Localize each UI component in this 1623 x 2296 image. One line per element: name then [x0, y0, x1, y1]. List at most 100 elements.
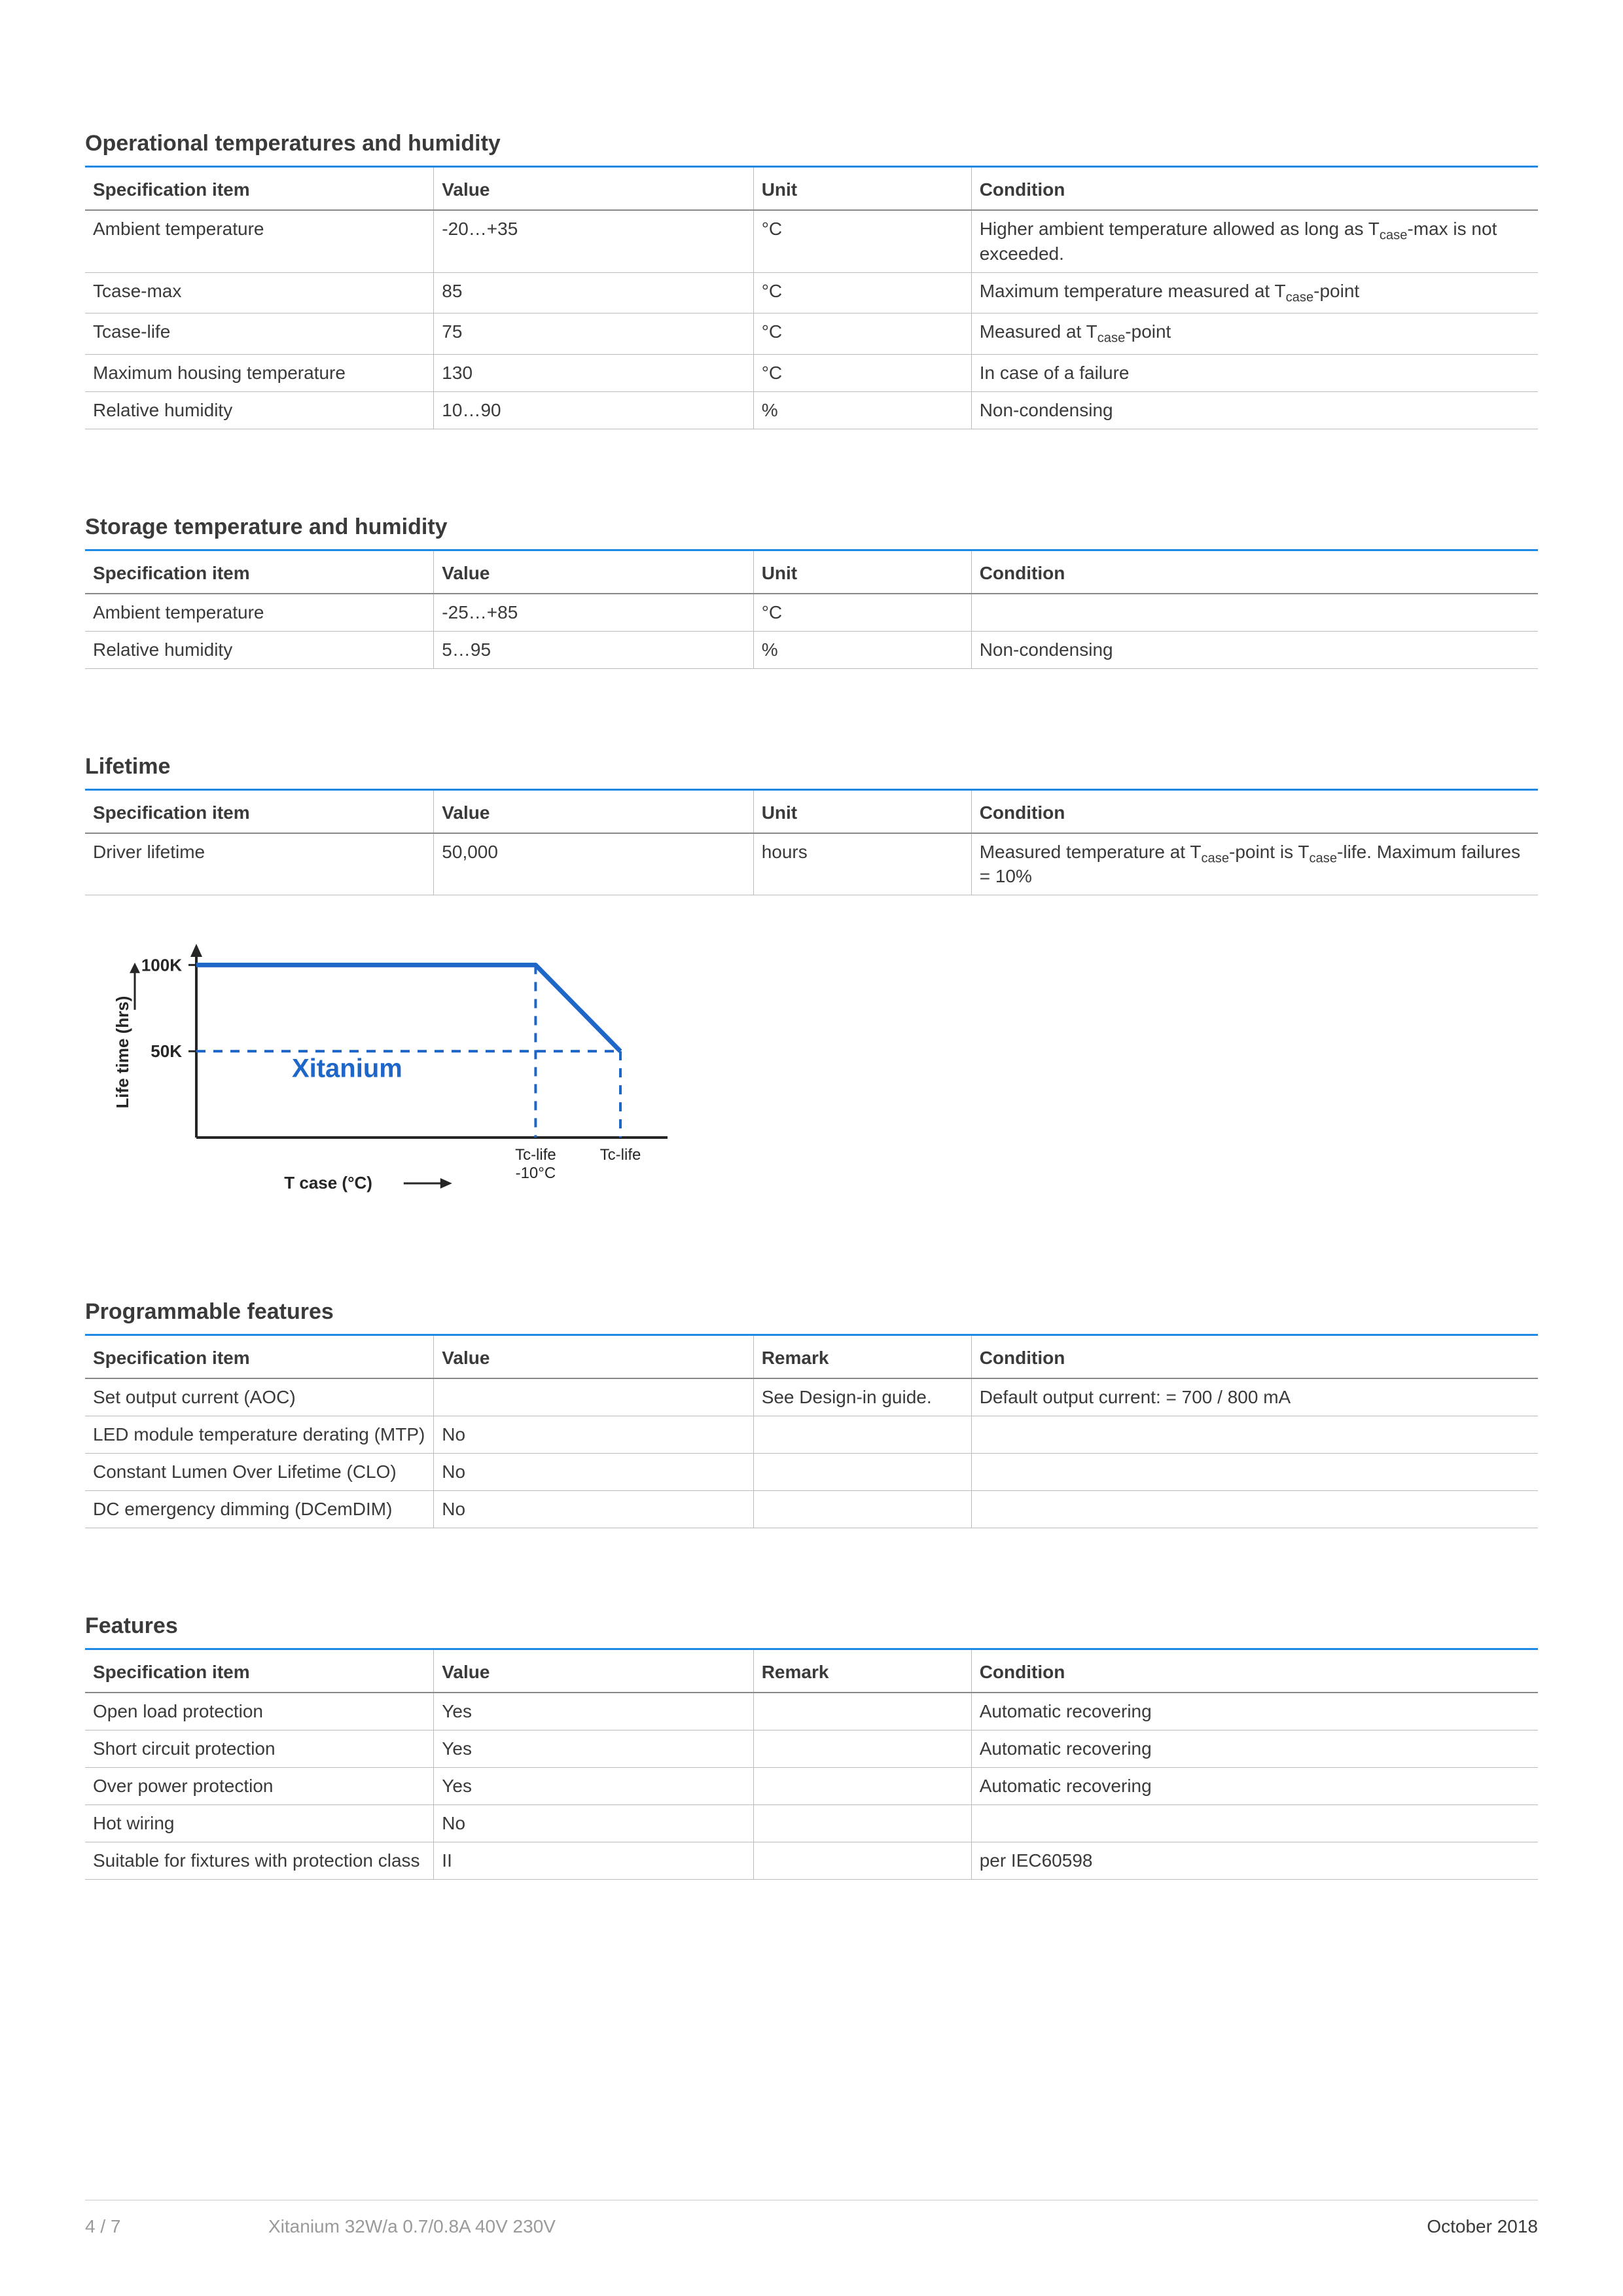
table-cell	[753, 1693, 971, 1731]
table-cell: No	[434, 1491, 753, 1528]
page-footer: 4 / 7 Xitanium 32W/a 0.7/0.8A 40V 230V O…	[85, 2200, 1538, 2237]
table-row: LED module temperature derating (MTP)No	[85, 1416, 1538, 1454]
table-row: DC emergency dimming (DCemDIM)No	[85, 1491, 1538, 1528]
table-cell: -25…+85	[434, 594, 753, 632]
table-cell: LED module temperature derating (MTP)	[85, 1416, 434, 1454]
table-cell	[971, 1805, 1538, 1842]
table-row: Relative humidity5…95%Non-condensing	[85, 631, 1538, 668]
table-programmable: Specification itemValueRemarkConditionSe…	[85, 1336, 1538, 1528]
table-cell: Short circuit protection	[85, 1731, 434, 1768]
table-cell: Set output current (AOC)	[85, 1378, 434, 1416]
table-cell	[434, 1378, 753, 1416]
table-cell: Automatic recovering	[971, 1731, 1538, 1768]
table-storage: Specification itemValueUnitCondition Ambi…	[85, 551, 1538, 669]
table-header: Unit	[753, 168, 971, 210]
footer-product: Xitanium 32W/a 0.7/0.8A 40V 230V	[268, 2216, 1427, 2237]
table-cell: Tcase-life	[85, 314, 434, 355]
table-header: Condition	[971, 791, 1538, 833]
footer-date: October 2018	[1427, 2216, 1538, 2237]
table-cell: Default output current: = 700 / 800 mA	[971, 1378, 1538, 1416]
section-title: Features	[85, 1613, 1538, 1650]
table-cell: 130	[434, 354, 753, 391]
table-cell	[753, 1842, 971, 1880]
lifetime-chart: 50K100KTc-life-10°CTc-lifeLife time (hrs…	[105, 935, 1538, 1214]
table-row: Maximum housing temperature130°CIn case …	[85, 354, 1538, 391]
table-cell: 75	[434, 314, 753, 355]
table-cell: °C	[753, 354, 971, 391]
table-cell: per IEC60598	[971, 1842, 1538, 1880]
table-cell: Higher ambient temperature allowed as lo…	[971, 210, 1538, 272]
table-cell: °C	[753, 210, 971, 272]
table-cell: Hot wiring	[85, 1805, 434, 1842]
table-header: Specification item	[85, 1336, 434, 1378]
table-row: Hot wiringNo	[85, 1805, 1538, 1842]
table-header: Specification item	[85, 551, 434, 594]
table-cell: Automatic recovering	[971, 1768, 1538, 1805]
table-cell: Constant Lumen Over Lifetime (CLO)	[85, 1454, 434, 1491]
table-cell: -20…+35	[434, 210, 753, 272]
table-cell: Automatic recovering	[971, 1693, 1538, 1731]
table-cell: Suitable for fixtures with protection cl…	[85, 1842, 434, 1880]
table-cell: Driver lifetime	[85, 833, 434, 895]
section-title: Programmable features	[85, 1299, 1538, 1336]
section-title: Operational temperatures and humidity	[85, 131, 1538, 168]
svg-text:-10°C: -10°C	[516, 1164, 556, 1182]
table-row: Tcase-max85°CMaximum temperature measure…	[85, 272, 1538, 314]
table-header: Remark	[753, 1336, 971, 1378]
table-cell: °C	[753, 272, 971, 314]
table-header: Value	[434, 168, 753, 210]
table-cell: Yes	[434, 1731, 753, 1768]
table-header: Value	[434, 1336, 753, 1378]
table-cell: Measured temperature at Tcase-point is T…	[971, 833, 1538, 895]
table-header: Specification item	[85, 168, 434, 210]
section-features: Features Specification itemValueRemarkCo…	[85, 1613, 1538, 1880]
table-cell: Over power protection	[85, 1768, 434, 1805]
section-storage: Storage temperature and humidity Specifi…	[85, 514, 1538, 669]
table-cell: Ambient temperature	[85, 594, 434, 632]
table-cell: DC emergency dimming (DCemDIM)	[85, 1491, 434, 1528]
table-cell: Non-condensing	[971, 391, 1538, 429]
table-cell: Ambient temperature	[85, 210, 434, 272]
table-cell: °C	[753, 314, 971, 355]
table-row: Tcase-life75°CMeasured at Tcase-point	[85, 314, 1538, 355]
table-cell: No	[434, 1454, 753, 1491]
section-programmable: Programmable features Specification item…	[85, 1299, 1538, 1528]
table-header: Specification item	[85, 1650, 434, 1693]
table-cell: hours	[753, 833, 971, 895]
svg-text:50K: 50K	[151, 1042, 182, 1062]
table-cell: Maximum temperature measured at Tcase-po…	[971, 272, 1538, 314]
table-header: Value	[434, 551, 753, 594]
table-features: Specification itemValueRemarkConditionOp…	[85, 1650, 1538, 1880]
table-cell: See Design-in guide.	[753, 1378, 971, 1416]
svg-text:Xitanium: Xitanium	[292, 1054, 402, 1083]
table-header: Condition	[971, 1650, 1538, 1693]
table-cell: 85	[434, 272, 753, 314]
table-row: Set output current (AOC) See Design-in gu…	[85, 1378, 1538, 1416]
table-row: Ambient temperature-20…+35°CHigher ambie…	[85, 210, 1538, 272]
table-cell	[753, 1805, 971, 1842]
table-row: Relative humidity10…90%Non-condensing	[85, 391, 1538, 429]
table-row: Over power protectionYesAutomatic recove…	[85, 1768, 1538, 1805]
footer-page: 4 / 7	[85, 2216, 268, 2237]
table-cell: Maximum housing temperature	[85, 354, 434, 391]
table-cell: In case of a failure	[971, 354, 1538, 391]
table-cell: °C	[753, 594, 971, 632]
table-header: Condition	[971, 551, 1538, 594]
table-cell	[753, 1491, 971, 1528]
table-cell: 5…95	[434, 631, 753, 668]
table-header: Condition	[971, 168, 1538, 210]
table-cell: No	[434, 1416, 753, 1454]
table-cell	[971, 594, 1538, 632]
table-header: Unit	[753, 551, 971, 594]
table-cell: No	[434, 1805, 753, 1842]
table-lifetime: Specification itemValueUnitConditionDriv…	[85, 791, 1538, 896]
table-cell	[753, 1416, 971, 1454]
table-cell	[753, 1454, 971, 1491]
svg-text:Tc-life: Tc-life	[600, 1146, 641, 1164]
table-op-temp: Specification itemValueUnitConditionAmbi…	[85, 168, 1538, 429]
table-cell: 50,000	[434, 833, 753, 895]
table-cell: Measured at Tcase-point	[971, 314, 1538, 355]
table-cell: Relative humidity	[85, 391, 434, 429]
section-title: Lifetime	[85, 754, 1538, 791]
svg-text:Life time (hrs): Life time (hrs)	[113, 996, 132, 1109]
